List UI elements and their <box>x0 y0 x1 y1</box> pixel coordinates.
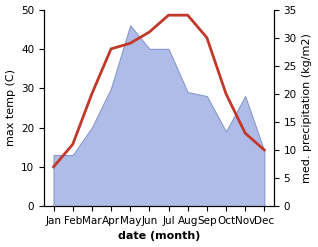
Y-axis label: med. precipitation (kg/m2): med. precipitation (kg/m2) <box>302 33 313 183</box>
X-axis label: date (month): date (month) <box>118 231 200 242</box>
Y-axis label: max temp (C): max temp (C) <box>5 69 16 146</box>
